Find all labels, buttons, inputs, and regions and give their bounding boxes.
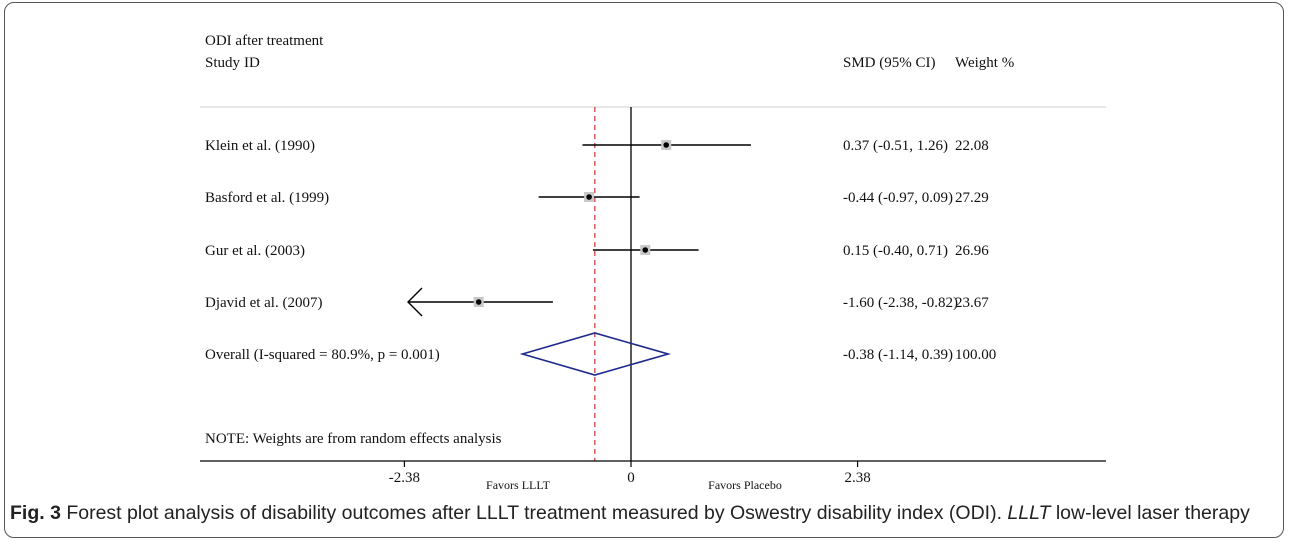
study-weight: 27.29 [955,190,989,206]
study-column-header: Study [205,55,241,71]
study-point-estimate [642,247,649,253]
weights-note: NOTE: Weights are from random effects an… [205,431,502,447]
overall-label: Overall (I-squared = 80.9%, p = 0.001) [205,347,440,363]
plot-layer: Klein et al. (1990) 0.37 (-0.51, 1.26) 22.… [205,107,996,461]
study-point-estimate [663,142,670,148]
x-tick-label: 0 [627,470,635,486]
x-tick-label: 2.38 [844,470,870,486]
study-smd-ci: 0.37 (-0.51, 1.26) [843,138,948,154]
study-label: Djavid et al. (2007) [205,295,322,311]
favors-right-label: Favors Placebo [708,478,782,492]
favors-left-label: Favors LLLT [486,478,551,492]
x-tick-label: -2.38 [389,470,420,486]
caption-abbreviation: LLLT [1007,502,1051,524]
study-smd-ci: -0.44 (-0.97, 0.09) [843,190,953,206]
figure-frame [4,2,1284,538]
study-point-estimate [475,299,482,305]
outcome-title: ODI after treatment [205,33,324,49]
id-column-header: ID [244,55,260,71]
study-label: Gur et al. (2003) [205,243,305,259]
study-label: Klein et al. (1990) [205,138,315,154]
smd-column-header: SMD (95% CI) [843,55,936,71]
overall-smd-ci: -0.38 (-1.14, 0.39) [843,347,953,363]
ci-truncation-arrow [407,287,423,317]
caption-text: Forest plot analysis of disability outco… [60,502,1008,524]
study-smd-ci: 0.15 (-0.40, 0.71) [843,243,948,259]
study-weight: 26.96 [955,243,989,259]
study-weight: 22.08 [955,138,989,154]
forest-plot: ODI after treatment Study ID SMD (95% CI… [200,33,1106,492]
study-weight: 23.67 [955,295,989,311]
study-label: Basford et al. (1999) [205,190,329,206]
study-smd-ci: -1.60 (-2.38, -0.82) [843,295,958,311]
x-axis-ticks: -2.38 0 2.38 [389,461,871,486]
overall-weight: 100.00 [955,347,996,363]
overall-diamond [519,332,672,376]
caption-abbreviation-definition: low-level laser therapy [1050,502,1250,524]
figure-number: Fig. 3 [10,502,61,524]
weight-column-header: Weight % [955,55,1014,71]
figure-caption: Fig. 3 Forest plot analysis of disabilit… [10,502,1280,525]
study-point-estimate [586,194,592,200]
